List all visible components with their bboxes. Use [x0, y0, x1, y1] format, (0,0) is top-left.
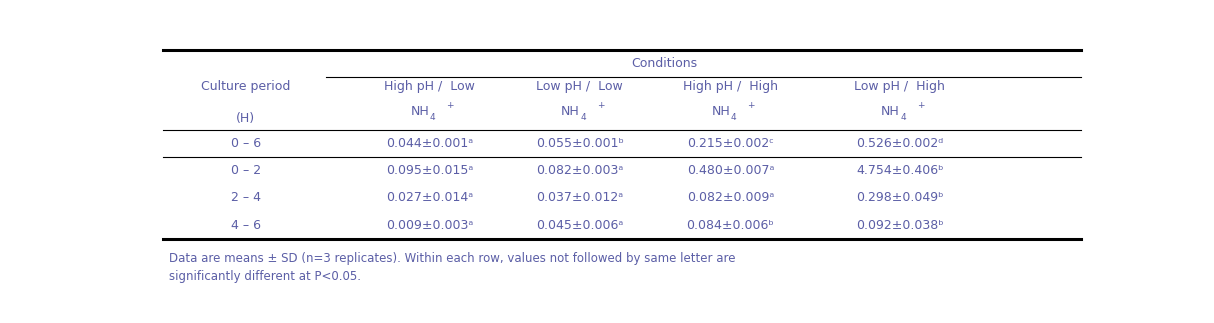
Text: Culture period: Culture period [202, 79, 290, 92]
Text: 0.480±0.007ᵃ: 0.480±0.007ᵃ [687, 164, 775, 177]
Text: +: + [597, 101, 605, 110]
Text: 0.055±0.001ᵇ: 0.055±0.001ᵇ [535, 137, 624, 150]
Text: 0.037±0.012ᵃ: 0.037±0.012ᵃ [537, 192, 624, 204]
Text: 0.082±0.003ᵃ: 0.082±0.003ᵃ [537, 164, 624, 177]
Text: Data are means ± SD (n=3 replicates). Within each row, values not followed by sa: Data are means ± SD (n=3 replicates). Wi… [169, 252, 736, 266]
Text: +: + [917, 101, 924, 110]
Text: 0.526±0.002ᵈ: 0.526±0.002ᵈ [856, 137, 943, 150]
Text: +: + [447, 101, 454, 110]
Text: 0 – 6: 0 – 6 [231, 137, 261, 150]
Text: NH: NH [410, 105, 430, 118]
Text: 4 – 6: 4 – 6 [231, 219, 261, 232]
Text: Low pH /  High: Low pH / High [855, 79, 946, 92]
Text: 4: 4 [901, 113, 906, 122]
Text: Low pH /  Low: Low pH / Low [537, 79, 623, 92]
Text: 4: 4 [430, 113, 436, 122]
Text: 0.044±0.001ᵃ: 0.044±0.001ᵃ [386, 137, 473, 150]
Text: NH: NH [561, 105, 580, 118]
Text: 0.084±0.006ᵇ: 0.084±0.006ᵇ [686, 219, 775, 232]
Text: 0.027±0.014ᵃ: 0.027±0.014ᵃ [386, 192, 473, 204]
Text: 2 – 4: 2 – 4 [231, 192, 261, 204]
Text: 0.082±0.009ᵃ: 0.082±0.009ᵃ [687, 192, 775, 204]
Text: +: + [748, 101, 755, 110]
Text: High pH /  Low: High pH / Low [384, 79, 475, 92]
Text: 0 – 2: 0 – 2 [231, 164, 261, 177]
Text: Conditions: Conditions [631, 57, 698, 70]
Text: (H): (H) [237, 112, 255, 125]
Text: 0.045±0.006ᵃ: 0.045±0.006ᵃ [537, 219, 624, 232]
Text: 0.095±0.015ᵃ: 0.095±0.015ᵃ [386, 164, 473, 177]
Text: 4: 4 [580, 113, 586, 122]
Text: High pH /  High: High pH / High [682, 79, 778, 92]
Text: NH: NH [881, 105, 900, 118]
Text: NH: NH [711, 105, 731, 118]
Text: 0.215±0.002ᶜ: 0.215±0.002ᶜ [687, 137, 773, 150]
Text: 0.092±0.038ᵇ: 0.092±0.038ᵇ [856, 219, 943, 232]
Text: significantly different at P<0.05.: significantly different at P<0.05. [169, 270, 361, 283]
Text: 4: 4 [731, 113, 737, 122]
Text: 4.754±0.406ᵇ: 4.754±0.406ᵇ [856, 164, 943, 177]
Text: 0.009±0.003ᵃ: 0.009±0.003ᵃ [386, 219, 473, 232]
Text: 0.298±0.049ᵇ: 0.298±0.049ᵇ [856, 192, 943, 204]
